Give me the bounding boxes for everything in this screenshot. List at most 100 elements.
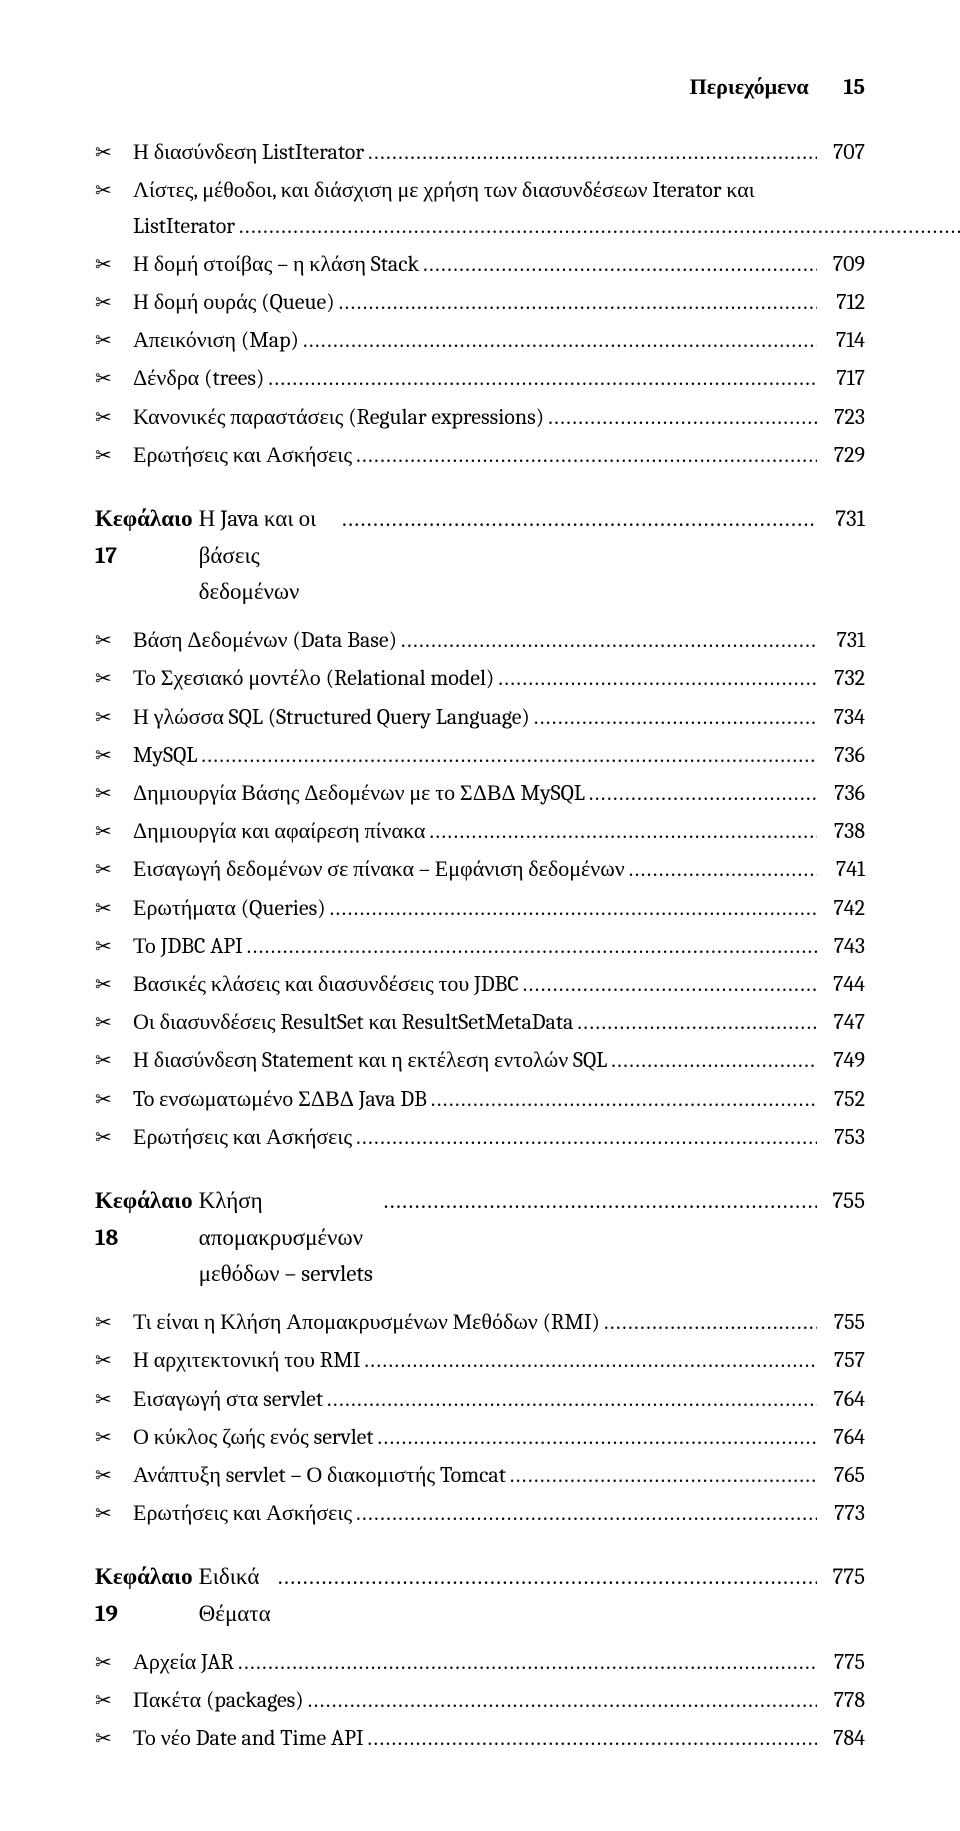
scissor-icon: ✂ <box>95 1647 133 1673</box>
toc-label: Η γλώσσα SQL (Structured Query Language) <box>133 700 530 735</box>
toc-label: Η διασύνδεση ListIterator <box>133 135 364 170</box>
scissor-icon: ✂ <box>95 1723 133 1749</box>
dot-leader <box>427 1082 817 1117</box>
toc-label: Τι είναι η Κλήση Απομακρυσμένων Μεθόδων … <box>133 1305 600 1340</box>
toc-label: Η δομή στοίβας – η κλάση Stack <box>133 247 419 282</box>
toc-page: 712 <box>817 285 865 320</box>
dot-leader <box>264 361 817 396</box>
toc-entry: ✂Αρχεία JAR775 <box>95 1645 865 1680</box>
toc-label: Εισαγωγή δεδομένων σε πίνακα – Εμφάνιση … <box>133 852 625 887</box>
toc-label: MySQL <box>133 738 197 773</box>
toc-page: 742 <box>817 891 865 926</box>
toc-label: Το νέο Date and Time API <box>133 1721 364 1756</box>
scissor-icon: ✂ <box>95 363 133 389</box>
toc-label: Πακέτα (packages) <box>133 1683 304 1718</box>
scissor-icon: ✂ <box>95 931 133 957</box>
toc-label: Ο κύκλος ζωής ενός servlet <box>133 1420 374 1455</box>
dot-leader <box>338 501 817 538</box>
toc-page: 743 <box>817 929 865 964</box>
scissor-icon: ✂ <box>95 1384 133 1410</box>
toc-label: Ερωτήσεις και Ασκήσεις <box>133 1496 352 1531</box>
scissor-icon: ✂ <box>95 440 133 466</box>
dot-leader <box>374 1420 817 1455</box>
scissor-icon: ✂ <box>95 1007 133 1033</box>
scissor-icon: ✂ <box>95 1460 133 1486</box>
toc-page: 741 <box>817 852 865 887</box>
header-title: Περιεχόμενα <box>690 74 809 100</box>
toc-page: 736 <box>817 776 865 811</box>
dot-leader <box>352 438 817 473</box>
toc-label: Λίστες, μέθοδοι, και διάσχιση με χρήση τ… <box>133 173 960 208</box>
toc-page: 731 <box>817 623 865 658</box>
toc-label: To ενσωματωμένο ΣΔΒΔ Java DB <box>133 1082 427 1117</box>
scissor-icon: ✂ <box>95 287 133 313</box>
dot-leader <box>352 1120 817 1155</box>
scissor-icon: ✂ <box>95 893 133 919</box>
toc-entry: ✂Βάση Δεδομένων (Data Base) 731 <box>95 623 865 658</box>
toc-page: 757 <box>817 1343 865 1378</box>
toc-label: Βάση Δεδομένων (Data Base) <box>133 623 397 658</box>
dot-leader <box>364 135 817 170</box>
toc-label: Κανονικές παραστάσεις (Regular expressio… <box>133 400 544 435</box>
toc-entry: ✂Ανάπτυξη servlet – Ο διακομιστής Tomcat… <box>95 1458 865 1493</box>
toc-page: 778 <box>817 1683 865 1718</box>
toc-page: 732 <box>817 661 865 696</box>
scissor-icon: ✂ <box>95 1498 133 1524</box>
toc-entry: ✂Η διασύνδεση Statement και η εκτέλεση ε… <box>95 1043 865 1078</box>
toc-entry: ✂Η διασύνδεση ListIterator 707 <box>95 135 865 170</box>
chapter-title: Κλήση απομακρυσμένων μεθόδων – servlets <box>199 1183 380 1293</box>
toc-label: Η διασύνδεση Statement και η εκτέλεση εν… <box>133 1043 607 1078</box>
toc-entry: ✂Δημιουργία και αφαίρεση πίνακα738 <box>95 814 865 849</box>
toc-entry: ✂Ερωτήσεις και Ασκήσεις729 <box>95 438 865 473</box>
toc-label: ListIterator <box>133 209 235 244</box>
toc-page: 749 <box>817 1043 865 1078</box>
toc-label: Δένδρα (trees) <box>133 361 264 396</box>
dot-leader <box>352 1496 817 1531</box>
dot-leader <box>419 247 817 282</box>
toc-label: Οι διασυνδέσεις ResultSet και ResultSetM… <box>133 1005 573 1040</box>
toc-entry: ✂Η δομή ουράς (Queue) 712 <box>95 285 865 320</box>
scissor-icon: ✂ <box>95 1307 133 1333</box>
toc-page: 734 <box>817 700 865 735</box>
dot-leader <box>243 929 817 964</box>
toc-page: 709 <box>817 247 865 282</box>
toc-entry: ✂Οι διασυνδέσεις ResultSet και ResultSet… <box>95 1005 865 1040</box>
toc-entry: ✂Ερωτήσεις και Ασκήσεις753 <box>95 1120 865 1155</box>
toc-page: 765 <box>817 1458 865 1493</box>
scissor-icon: ✂ <box>95 1345 133 1371</box>
toc-entry: ✂Δένδρα (trees)717 <box>95 361 865 396</box>
toc-entry: ✂Λίστες, μέθοδοι, και διάσχιση με χρήση … <box>95 173 865 243</box>
toc-page: 764 <box>817 1382 865 1417</box>
scissor-icon: ✂ <box>95 625 133 651</box>
toc-label: Δημιουργία Βάσης Δεδομένων με το ΣΔΒΔ My… <box>133 776 585 811</box>
toc-entry: ✂Το Σχεσιακό μοντέλο (Relational model)7… <box>95 661 865 696</box>
scissor-icon: ✂ <box>95 663 133 689</box>
dot-leader <box>544 400 817 435</box>
toc-page: 723 <box>817 400 865 435</box>
toc-page: 753 <box>817 1120 865 1155</box>
toc-entry: ✂Εισαγωγή δεδομένων σε πίνακα – Εμφάνιση… <box>95 852 865 887</box>
dot-leader <box>274 1559 817 1596</box>
chapter-prefix: Κεφάλαιο 17 <box>95 501 193 575</box>
toc-entry: ✂Ερωτήματα (Queries) 742 <box>95 891 865 926</box>
toc-page: 707 <box>817 135 865 170</box>
toc-entry: ✂Ερωτήσεις και Ασκήσεις773 <box>95 1496 865 1531</box>
scissor-icon: ✂ <box>95 1422 133 1448</box>
dot-leader <box>197 738 817 773</box>
toc-label: Ερωτήσεις και Ασκήσεις <box>133 1120 352 1155</box>
scissor-icon: ✂ <box>95 702 133 728</box>
dot-leader <box>519 967 817 1002</box>
toc-page: 755 <box>817 1305 865 1340</box>
toc-label: Απεικόνιση (Map) <box>133 323 299 358</box>
toc-label: Η δομή ουράς (Queue) <box>133 285 335 320</box>
toc-label: Ερωτήματα (Queries) <box>133 891 326 926</box>
scissor-icon: ✂ <box>95 402 133 428</box>
dot-leader <box>494 661 817 696</box>
toc-entry: ✂Βασικές κλάσεις και διασυνδέσεις του JD… <box>95 967 865 1002</box>
dot-leader <box>585 776 817 811</box>
toc-label: Δημιουργία και αφαίρεση πίνακα <box>133 814 425 849</box>
scissor-icon: ✂ <box>95 1045 133 1071</box>
scissor-icon: ✂ <box>95 137 133 163</box>
dot-leader <box>364 1721 818 1756</box>
dot-leader <box>506 1458 817 1493</box>
